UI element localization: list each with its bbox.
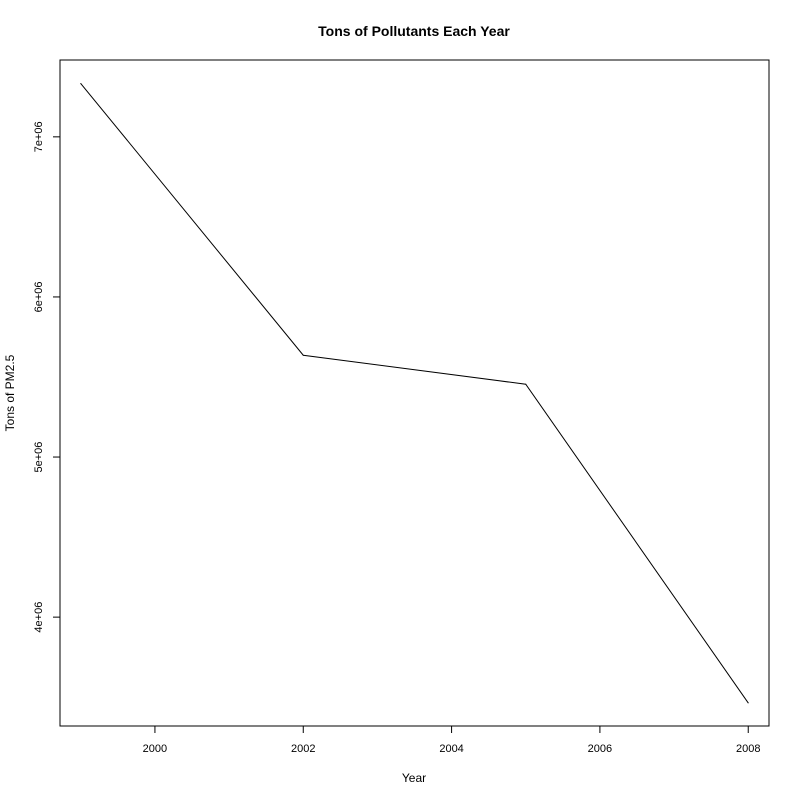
x-tick-label: 2004 [439, 743, 463, 755]
y-tick-label: 5e+06 [33, 442, 45, 473]
x-axis: 2000 2002 2004 2006 2008 [143, 726, 760, 755]
y-axis: 4e+06 5e+06 6e+06 7e+06 [33, 121, 60, 633]
data-point [525, 383, 527, 385]
x-tick-label: 2006 [588, 743, 612, 755]
data-point [80, 83, 82, 85]
data-point [747, 702, 749, 704]
series-layer [80, 83, 749, 704]
chart-title: Tons of Pollutants Each Year [318, 23, 510, 39]
y-tick-label: 7e+06 [33, 121, 45, 152]
y-tick-label: 6e+06 [33, 281, 45, 312]
x-tick-label: 2008 [736, 743, 760, 755]
series-line [80, 83, 749, 704]
plot-frame [59, 59, 770, 727]
data-point [302, 354, 304, 356]
y-axis-title: Tons of PM2.5 [3, 354, 17, 431]
y-tick-label: 4e+06 [33, 602, 45, 633]
x-axis-title: Year [402, 771, 426, 785]
x-tick-label: 2000 [143, 743, 167, 755]
x-tick-label: 2002 [291, 743, 315, 755]
